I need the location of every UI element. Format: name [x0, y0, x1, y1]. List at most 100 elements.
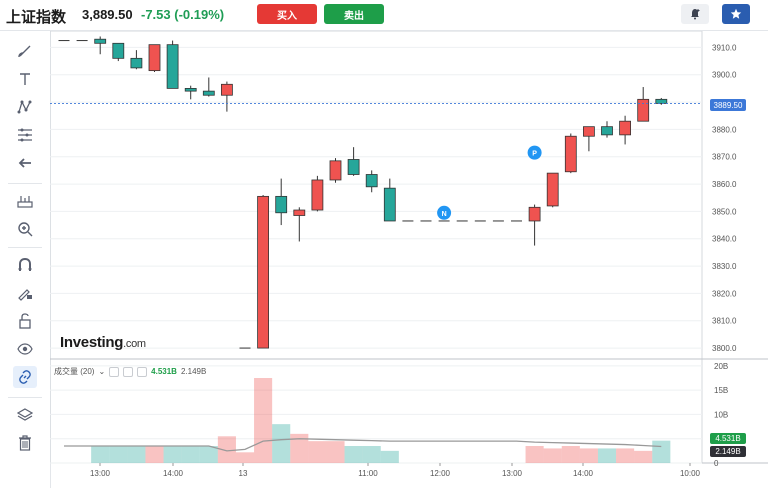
price-tick-label: 3840.0 [712, 235, 737, 244]
draw-mode-button[interactable] [13, 282, 37, 304]
chevron-down-icon[interactable]: ⌄ [98, 367, 106, 376]
price-chart[interactable]: NP 3910.03900.03890.03880.03870.03860.03… [50, 31, 768, 488]
candle-body [293, 209, 306, 216]
create-alert-button[interactable] [681, 4, 709, 24]
candle-body [619, 120, 631, 136]
delete-drawings-button[interactable] [13, 432, 37, 454]
lock-drawings-button[interactable] [13, 310, 37, 332]
magnet-tool-button[interactable] [13, 254, 37, 276]
trash-icon [19, 435, 31, 451]
volume-bar [652, 440, 671, 463]
price-tick-label: 3800.0 [712, 344, 737, 353]
volume-bar [145, 446, 164, 463]
candle-body [148, 44, 161, 72]
volume-value-2: 2.149B [180, 367, 207, 376]
volume-legend-label: 成交量 (20) [54, 367, 95, 376]
text-tool-button[interactable] [13, 68, 37, 90]
volume-legend: 成交量 (20) ⌄ 4.531B 2.149B [54, 366, 206, 377]
pencil-lock-icon [18, 289, 32, 301]
candle-body [184, 88, 197, 92]
time-tick-label: 10:00 [680, 469, 701, 478]
time-tick-label: 12:00 [430, 469, 451, 478]
price-tick-label: 3910.0 [712, 43, 737, 52]
buy-button[interactable]: 买入 [257, 4, 317, 24]
volume-bar [181, 446, 200, 463]
candle-body [347, 159, 360, 175]
volume-bar [616, 448, 635, 463]
arrow-left-icon [18, 158, 31, 168]
volume-bar [109, 446, 128, 463]
price-tick-label: 3850.0 [712, 207, 737, 216]
volume-bar [91, 446, 110, 463]
volume-bar [199, 446, 218, 463]
hide-drawings-button[interactable] [13, 338, 37, 360]
volume-tick-label: 10B [714, 410, 728, 419]
eye-toggle-icon[interactable] [109, 366, 120, 377]
volume-tag-1: 4.531B [710, 433, 746, 444]
price-tick-label: 3830.0 [712, 262, 737, 271]
logo-main: Investing [60, 334, 124, 351]
current-price-tag: 3889.50 [710, 99, 746, 111]
link-icon [19, 370, 31, 384]
candle-body [564, 135, 577, 173]
last-price: 3,889.50 [82, 7, 133, 22]
marker-n [437, 205, 452, 220]
price-change-pct: (-0.19%) [174, 7, 225, 22]
volume-tick-label: 20B [714, 362, 728, 371]
volume-value-1: 4.531B [151, 367, 177, 376]
sell-button[interactable]: 卖出 [324, 4, 384, 24]
time-tick-label: 14:00 [163, 469, 184, 478]
time-tick-label: 14:00 [573, 469, 594, 478]
candle-body [528, 206, 541, 222]
volume-ma-line [64, 438, 662, 452]
chart-frame [50, 31, 703, 464]
ruler-icon [17, 196, 33, 208]
price-tick-label: 3870.0 [712, 153, 737, 162]
volume-bar [127, 446, 146, 463]
measure-tool-button[interactable] [13, 190, 37, 212]
candle-body [655, 98, 668, 104]
time-tick-label: 13:00 [502, 469, 523, 478]
candlesticks: NP [50, 36, 702, 349]
candle-body [257, 195, 270, 349]
chart-grid [50, 31, 768, 464]
pattern-tool-button[interactable] [13, 96, 37, 118]
layers-button[interactable] [13, 404, 37, 426]
back-button[interactable] [13, 152, 37, 174]
volume-bar [290, 433, 309, 463]
volume-bar [272, 424, 291, 463]
fibonacci-tool-button[interactable] [13, 124, 37, 146]
candle-body [329, 160, 342, 181]
price-change-value: -7.53 [141, 7, 171, 22]
candle-body [365, 174, 378, 188]
time-tick-label: 11:00 [358, 469, 378, 478]
bell-plus-icon [691, 9, 700, 20]
toolbar-divider [8, 247, 42, 248]
candle-body [202, 90, 215, 96]
candle-body [383, 187, 396, 222]
investing-logo: Investing.com [60, 334, 146, 351]
unlock-icon [19, 313, 31, 329]
price-tick-label: 3810.0 [712, 317, 737, 326]
volume-bar [579, 448, 598, 463]
volume-bar [597, 448, 617, 463]
candle-body [546, 172, 559, 207]
settings-icon[interactable] [123, 366, 134, 377]
drawing-toolbar [0, 31, 51, 488]
marker-p-label: P [532, 151, 537, 158]
candle-body [583, 126, 595, 137]
eye-icon [17, 343, 33, 355]
brush-tool-button[interactable] [13, 40, 37, 62]
volume-bar [254, 378, 273, 463]
link-tool-button[interactable] [13, 366, 37, 388]
volume-bar [561, 446, 580, 463]
price-tick-label: 3900.0 [712, 71, 737, 80]
volume-bar [543, 448, 562, 463]
close-icon[interactable] [137, 366, 148, 377]
time-tick-label: 13 [239, 469, 248, 478]
watchlist-star-button[interactable] [722, 4, 750, 24]
magnet-icon [18, 257, 32, 271]
volume-bar [380, 450, 399, 463]
zoom-tool-button[interactable] [13, 218, 37, 240]
volume-tag-2: 2.149B [710, 446, 746, 457]
